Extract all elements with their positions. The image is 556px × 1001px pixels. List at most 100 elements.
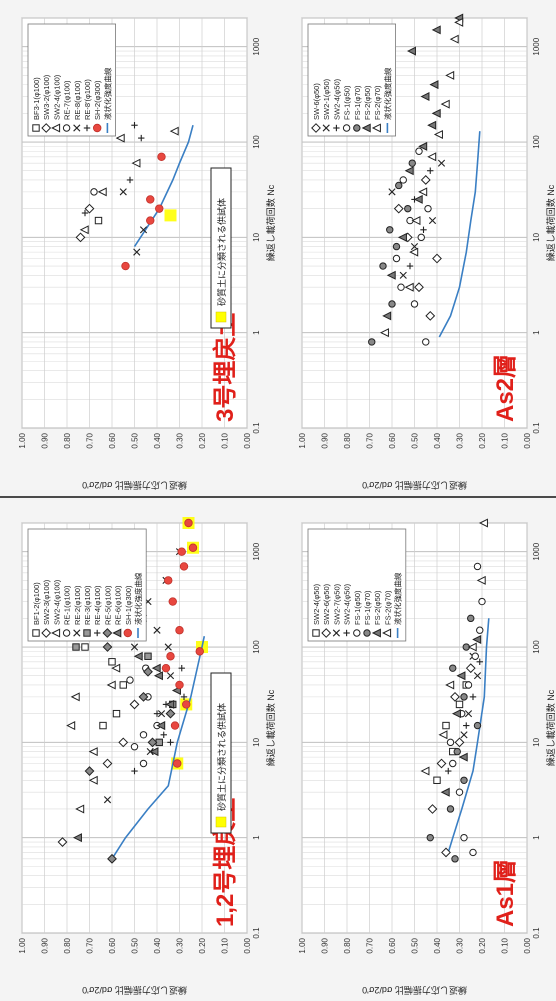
- chart-panel-as1: 0.00 0.10 0.20 0.30 0.40 0.50 0.60 0.70 0.80 0.90…: [298, 518, 556, 996]
- legend-label: FS-1(φ50): [353, 590, 362, 625]
- data-point: [463, 722, 470, 729]
- data-point: [392, 254, 401, 263]
- x-stroke: [428, 216, 437, 225]
- data-point: [431, 108, 441, 118]
- legend-label: SW2-4(φ50): [332, 78, 341, 120]
- y-tick-label: 0.20: [198, 937, 207, 953]
- data-point: [164, 643, 172, 651]
- x-tick-label: 1: [532, 835, 541, 840]
- legend-label: RE-7(φ100): [63, 80, 72, 120]
- data-point: [153, 710, 161, 717]
- y-tick-label: 0.80: [343, 432, 352, 448]
- data-point: [157, 710, 166, 718]
- data-point: [368, 338, 376, 346]
- data-point: [449, 759, 457, 768]
- data-point: [99, 721, 107, 730]
- data-point: [455, 700, 464, 709]
- x-tick-label: 100: [252, 640, 261, 654]
- data-point: [433, 129, 443, 139]
- y-tick-label: 0.30: [176, 937, 185, 953]
- panel-title: As1層: [492, 859, 519, 927]
- data-point: [139, 731, 148, 739]
- x-stroke: [166, 672, 175, 680]
- data-point: [126, 676, 134, 684]
- legend-label: SH-2(φ300): [93, 80, 102, 120]
- data-point: [478, 597, 486, 606]
- data-point: [175, 626, 184, 635]
- legend-label: RE-1(φ100): [63, 585, 72, 625]
- legend-label: RE-2(φ100): [73, 585, 82, 625]
- data-point: [178, 664, 185, 672]
- data-point: [471, 652, 479, 660]
- data-point: [139, 226, 148, 234]
- data-point: [386, 226, 394, 234]
- data-point: [170, 721, 180, 730]
- legend-marker: [51, 628, 61, 638]
- x-stroke: [399, 271, 407, 279]
- legend-label: SW2-4(φ100): [52, 579, 61, 625]
- data-point: [436, 758, 447, 769]
- data-point: [453, 747, 461, 756]
- x-stroke: [164, 643, 172, 651]
- data-point: [397, 232, 407, 242]
- data-point: [460, 833, 468, 842]
- x-tick-label: 1: [252, 330, 261, 335]
- data-point: [476, 626, 484, 634]
- data-point: [57, 837, 68, 847]
- annotation-box: [210, 672, 232, 834]
- data-point: [473, 562, 482, 571]
- data-point: [131, 158, 141, 168]
- data-point: [393, 203, 404, 214]
- legend-label: 液状化強度曲線: [133, 572, 143, 625]
- data-point: [399, 271, 407, 279]
- data-point: [418, 141, 428, 151]
- data-point: [81, 643, 89, 651]
- data-point: [427, 120, 437, 130]
- data-point: [445, 70, 455, 80]
- data-point: [417, 233, 425, 242]
- data-point: [153, 671, 163, 681]
- legend-marker: [41, 123, 52, 133]
- x-tick-label: 10: [252, 232, 261, 241]
- data-point: [445, 767, 452, 775]
- legend-marker: [62, 629, 71, 637]
- data-point: [160, 731, 167, 738]
- data-point: [164, 576, 173, 585]
- data-point: [119, 681, 127, 689]
- legend-marker: [83, 629, 91, 637]
- data-point: [146, 195, 155, 204]
- y-tick-label: 0.60: [108, 937, 117, 953]
- y-tick-label: 0.10: [501, 937, 510, 953]
- data-point: [180, 693, 188, 701]
- data-point: [75, 232, 86, 243]
- data-point: [146, 216, 155, 225]
- data-point: [404, 204, 412, 213]
- y-tick-label: 0.60: [108, 432, 117, 448]
- data-point: [467, 642, 477, 652]
- y-tick-label: 0.10: [221, 937, 230, 953]
- data-point: [422, 338, 430, 346]
- data-point: [182, 700, 191, 709]
- data-point: [458, 752, 468, 762]
- legend-label: RE-6(φ100): [114, 585, 123, 625]
- x-tick-label: 0.1: [532, 927, 541, 939]
- data-point: [386, 270, 396, 280]
- y-tick-label: 0.30: [176, 432, 185, 448]
- data-point: [121, 261, 130, 271]
- data-point: [118, 737, 129, 748]
- legend-box: [307, 528, 407, 642]
- data-point: [446, 738, 455, 747]
- legend-marker: [363, 629, 371, 637]
- legend-marker: [371, 628, 381, 638]
- y-tick-label: 0.90: [41, 937, 50, 953]
- y-tick-label: 0.80: [63, 432, 72, 448]
- data-point: [399, 176, 407, 184]
- legend-label: SW2-1(φ50): [322, 78, 331, 120]
- data-point: [473, 721, 482, 730]
- y-tick-label: 0.10: [221, 432, 230, 448]
- data-point: [392, 242, 401, 251]
- x-tick-label: 1: [252, 835, 261, 840]
- legend-marker: [311, 123, 321, 133]
- y-tick-label: 0.70: [86, 937, 95, 953]
